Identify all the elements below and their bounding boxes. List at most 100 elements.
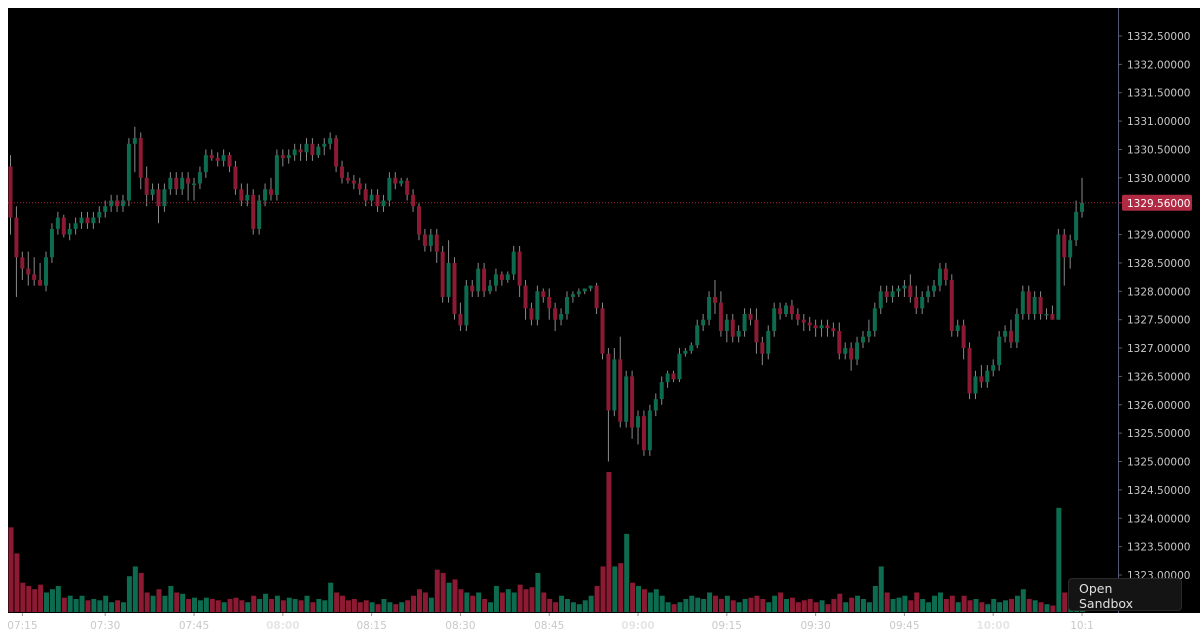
volume-bar	[926, 602, 932, 612]
volume-bar	[73, 598, 79, 612]
candle-body	[884, 291, 889, 297]
price-tick-label: 1332.50000	[1127, 31, 1190, 43]
candle-body	[446, 262, 451, 297]
volume-bar	[659, 595, 665, 612]
candle-body	[837, 331, 842, 354]
volume-bar	[174, 592, 180, 612]
time-tick-label: 08:30	[445, 620, 475, 630]
volume-bar	[1008, 598, 1014, 612]
price-tick-label: 1330.00000	[1127, 173, 1190, 185]
candle-body	[1032, 296, 1037, 315]
volume-bar	[778, 592, 784, 612]
volume-bar	[914, 592, 920, 612]
volume-bar	[221, 602, 227, 612]
candle-body	[85, 217, 90, 224]
candle-body	[55, 217, 60, 229]
candle-body	[819, 325, 824, 329]
candle-body	[748, 314, 753, 320]
volume-bar	[943, 598, 949, 612]
volume-bar	[458, 589, 464, 612]
volume-bar	[138, 572, 144, 612]
candle-body	[168, 177, 173, 190]
sandbox-label: Sandbox	[1079, 596, 1134, 611]
volume-bar	[695, 597, 701, 612]
candle-body	[381, 200, 386, 207]
volume-bar	[322, 600, 328, 612]
candle-body	[61, 217, 66, 235]
price-axis-background[interactable]	[1118, 8, 1200, 613]
candle-body	[843, 348, 848, 354]
candle-body	[979, 376, 984, 383]
volume-bar	[399, 602, 405, 612]
candle-body	[582, 288, 587, 292]
candle-body	[754, 319, 759, 343]
candle-body	[268, 189, 273, 195]
volume-bar	[784, 598, 790, 612]
candle-body	[985, 370, 990, 383]
time-axis-background[interactable]	[0, 613, 1200, 630]
candle-body	[286, 155, 291, 158]
open-sandbox-button[interactable]: Open Sandbox	[1068, 578, 1182, 611]
candle-body	[351, 180, 356, 184]
candle-body	[1074, 211, 1079, 241]
candle-body	[718, 302, 723, 332]
volume-bar	[351, 598, 357, 612]
candle-body	[559, 314, 564, 320]
candle-body	[1050, 314, 1055, 320]
candle-body	[564, 296, 569, 315]
candle-body	[991, 365, 996, 371]
price-axis[interactable]: 1332.50000 1332.00000 1331.50000 1331.00000…	[1118, 31, 1192, 582]
candle-body	[1026, 291, 1031, 315]
candle-body	[186, 177, 191, 184]
candle-body	[416, 206, 421, 235]
price-tick-label: 1330.50000	[1127, 144, 1190, 156]
volume-bar	[97, 600, 103, 612]
candle-body	[144, 177, 149, 195]
candle-body	[399, 180, 404, 184]
candle-body	[126, 143, 131, 201]
volume-bar	[393, 604, 399, 612]
candle-body	[209, 155, 214, 158]
last-price-tag	[1122, 194, 1192, 211]
time-axis[interactable]: 07:15 07:30 07:45 08:00 08:15 08:30 08:45 09:00…	[7, 613, 1094, 630]
candle-body	[470, 285, 475, 292]
volume-bar	[612, 566, 618, 612]
volume-bar	[807, 598, 813, 612]
candle-body	[345, 177, 350, 181]
plot-area[interactable]	[8, 8, 1118, 613]
candle-body	[606, 353, 611, 411]
candle-body	[434, 234, 439, 252]
candle-body	[955, 325, 960, 332]
candle-body	[724, 319, 729, 332]
time-tick-label: 07:45	[179, 620, 209, 630]
volume-bar	[849, 597, 855, 612]
candle-body	[304, 143, 309, 153]
time-tick-label: 08:15	[356, 620, 386, 630]
candle-body	[742, 314, 747, 332]
candle-body	[677, 353, 682, 380]
candle-body	[695, 325, 700, 346]
volume-bar	[594, 585, 600, 612]
time-tick-label: 10:00	[977, 620, 1010, 630]
candle-body	[920, 296, 925, 309]
candle-body	[14, 217, 19, 258]
candle-body	[618, 359, 623, 422]
volume-bar	[452, 579, 458, 612]
candle-body	[860, 336, 865, 343]
price-tick-label: 1324.50000	[1127, 485, 1190, 497]
volume-bar	[1062, 592, 1068, 612]
price-tick-label: 1323.50000	[1127, 542, 1190, 554]
volume-bar	[387, 602, 393, 612]
candle-body	[1014, 314, 1019, 343]
candle-body	[91, 217, 96, 224]
candle-body	[541, 291, 546, 297]
price-tick-label: 1324.00000	[1127, 513, 1190, 525]
volume-bar	[304, 595, 310, 612]
last-price-label: 1329.56000	[1127, 198, 1190, 210]
volume-bar	[665, 602, 671, 612]
candle-body	[807, 322, 812, 326]
price-tick-label: 1332.00000	[1127, 59, 1190, 71]
volume-bar	[967, 600, 973, 612]
open-label: Open	[1079, 581, 1113, 596]
